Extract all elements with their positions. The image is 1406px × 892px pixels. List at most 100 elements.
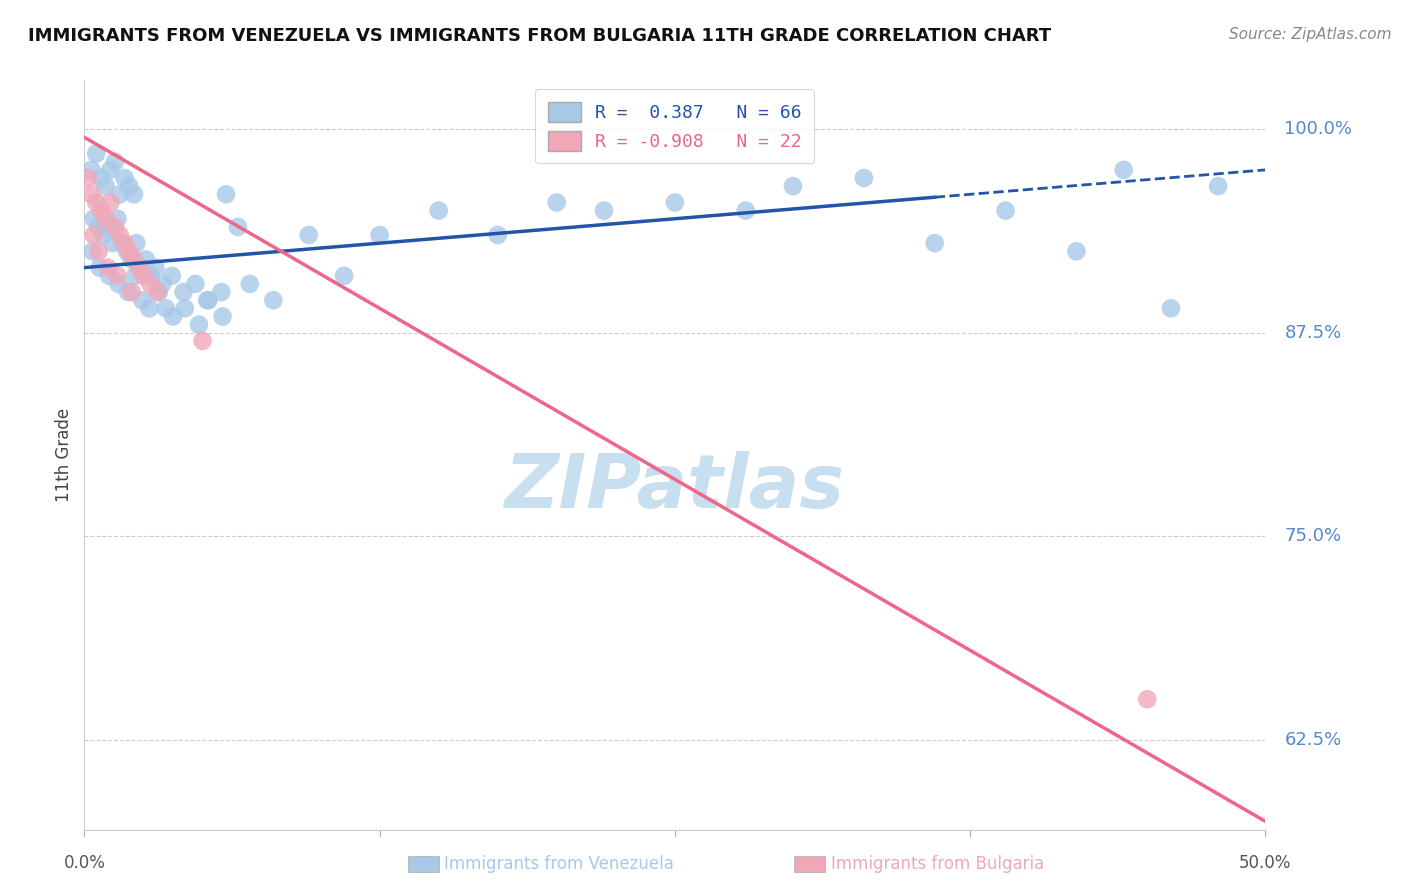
Point bbox=[593, 203, 616, 218]
Point bbox=[734, 203, 756, 218]
Point bbox=[135, 252, 157, 267]
Text: 100.0%: 100.0% bbox=[1284, 120, 1353, 138]
Text: ZIPatlas: ZIPatlas bbox=[505, 451, 845, 524]
Point bbox=[118, 179, 141, 194]
Point bbox=[197, 293, 219, 308]
Point bbox=[98, 268, 121, 283]
Point bbox=[118, 244, 141, 259]
Point bbox=[546, 195, 568, 210]
Point bbox=[87, 219, 110, 234]
Point bbox=[333, 268, 356, 283]
Point bbox=[138, 301, 160, 316]
Point bbox=[298, 227, 321, 242]
Point bbox=[187, 318, 209, 332]
Point bbox=[94, 179, 117, 194]
Point bbox=[664, 195, 686, 210]
Point bbox=[87, 244, 110, 259]
Point bbox=[1066, 244, 1088, 259]
Text: Source: ZipAtlas.com: Source: ZipAtlas.com bbox=[1229, 27, 1392, 42]
Point bbox=[108, 227, 131, 242]
Point bbox=[195, 293, 218, 308]
Point bbox=[83, 211, 105, 226]
Point bbox=[215, 187, 238, 202]
Point bbox=[131, 293, 153, 308]
Point bbox=[83, 227, 105, 242]
Point bbox=[121, 285, 143, 299]
Text: 75.0%: 75.0% bbox=[1284, 527, 1341, 545]
Point bbox=[852, 171, 875, 186]
Point bbox=[124, 268, 146, 283]
Point bbox=[98, 195, 121, 210]
Point bbox=[117, 285, 139, 299]
Point bbox=[80, 187, 103, 202]
Point bbox=[97, 219, 120, 234]
Point bbox=[191, 334, 214, 348]
Point bbox=[108, 187, 131, 202]
Point bbox=[104, 154, 127, 169]
Point bbox=[150, 277, 173, 291]
Point bbox=[121, 252, 143, 267]
Point bbox=[1160, 301, 1182, 316]
Point bbox=[104, 219, 127, 234]
Point bbox=[107, 211, 129, 226]
Text: Immigrants from Bulgaria: Immigrants from Bulgaria bbox=[831, 855, 1045, 873]
Point bbox=[184, 277, 207, 291]
Text: IMMIGRANTS FROM VENEZUELA VS IMMIGRANTS FROM BULGARIA 11TH GRADE CORRELATION CHA: IMMIGRANTS FROM VENEZUELA VS IMMIGRANTS … bbox=[28, 27, 1052, 45]
Point bbox=[782, 179, 804, 194]
Point bbox=[211, 310, 233, 324]
Point bbox=[173, 301, 195, 316]
Point bbox=[160, 268, 183, 283]
Point bbox=[209, 285, 232, 299]
Point bbox=[368, 227, 391, 242]
Point bbox=[427, 203, 450, 218]
Legend: R =  0.387   N = 66, R = -0.908   N = 22: R = 0.387 N = 66, R = -0.908 N = 22 bbox=[536, 89, 814, 163]
Point bbox=[1112, 162, 1135, 177]
Point bbox=[173, 285, 195, 299]
Y-axis label: 11th Grade: 11th Grade bbox=[55, 408, 73, 502]
Point bbox=[122, 187, 145, 202]
Point bbox=[148, 285, 170, 299]
Point bbox=[155, 301, 177, 316]
Point bbox=[139, 277, 162, 291]
Point bbox=[80, 162, 103, 177]
Point bbox=[122, 252, 145, 267]
Text: Immigrants from Venezuela: Immigrants from Venezuela bbox=[444, 855, 673, 873]
Point bbox=[129, 260, 152, 275]
Point bbox=[162, 310, 184, 324]
Point bbox=[114, 236, 136, 251]
Point bbox=[239, 277, 262, 291]
Point bbox=[111, 236, 134, 251]
Point bbox=[143, 260, 166, 275]
Point bbox=[128, 260, 150, 275]
Point bbox=[994, 203, 1017, 218]
Point bbox=[84, 146, 107, 161]
Text: 0.0%: 0.0% bbox=[63, 854, 105, 872]
Point bbox=[139, 268, 162, 283]
Point bbox=[90, 203, 112, 218]
Text: 62.5%: 62.5% bbox=[1284, 731, 1341, 749]
Point bbox=[94, 211, 117, 226]
Point bbox=[262, 293, 284, 308]
Point bbox=[486, 227, 509, 242]
Point bbox=[115, 244, 138, 259]
Point bbox=[91, 227, 114, 242]
Text: 50.0%: 50.0% bbox=[1239, 854, 1292, 872]
Point bbox=[125, 236, 148, 251]
Point bbox=[77, 171, 100, 186]
Point bbox=[132, 268, 155, 283]
Point bbox=[107, 277, 129, 291]
Point bbox=[146, 285, 169, 299]
Point bbox=[82, 244, 104, 259]
Point bbox=[90, 171, 112, 186]
Point bbox=[226, 219, 249, 234]
Bar bbox=[408, 856, 439, 872]
Point bbox=[924, 236, 946, 251]
Point bbox=[84, 195, 107, 210]
Text: 87.5%: 87.5% bbox=[1284, 324, 1341, 342]
Point bbox=[107, 268, 129, 283]
Point bbox=[97, 260, 120, 275]
Point bbox=[89, 260, 111, 275]
Point bbox=[1206, 179, 1229, 194]
Point bbox=[101, 236, 124, 251]
Point bbox=[98, 162, 121, 177]
